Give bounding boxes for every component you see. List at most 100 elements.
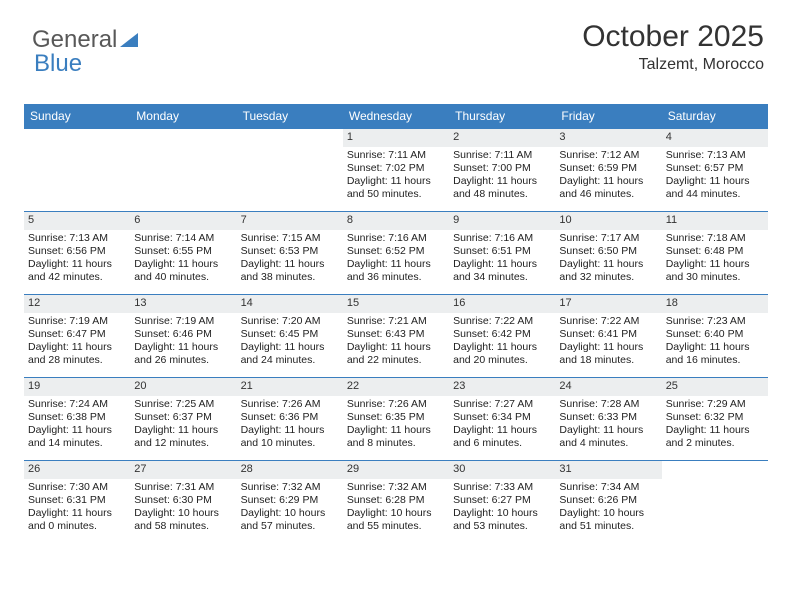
day-number: 24: [555, 378, 661, 396]
day-body: Sunrise: 7:31 AMSunset: 6:30 PMDaylight:…: [130, 479, 236, 538]
day-number: 21: [237, 378, 343, 396]
day-body: Sunrise: 7:13 AMSunset: 6:57 PMDaylight:…: [662, 147, 768, 206]
weekday-header: Friday: [555, 104, 661, 128]
day-cell: 25Sunrise: 7:29 AMSunset: 6:32 PMDayligh…: [662, 378, 768, 460]
day-body: Sunrise: 7:32 AMSunset: 6:29 PMDaylight:…: [237, 479, 343, 538]
daylight-line: Daylight: 10 hours and 58 minutes.: [134, 507, 232, 533]
sunrise-line: Sunrise: 7:22 AM: [559, 315, 657, 328]
day-body: Sunrise: 7:29 AMSunset: 6:32 PMDaylight:…: [662, 396, 768, 455]
daylight-line: Daylight: 11 hours and 12 minutes.: [134, 424, 232, 450]
daylight-line: Daylight: 11 hours and 18 minutes.: [559, 341, 657, 367]
day-number: 22: [343, 378, 449, 396]
daylight-line: Daylight: 11 hours and 44 minutes.: [666, 175, 764, 201]
day-cell: 26Sunrise: 7:30 AMSunset: 6:31 PMDayligh…: [24, 461, 130, 543]
daylight-line: Daylight: 11 hours and 14 minutes.: [28, 424, 126, 450]
daylight-line: Daylight: 11 hours and 22 minutes.: [347, 341, 445, 367]
logo-text-2: Blue: [34, 50, 82, 78]
day-body: Sunrise: 7:18 AMSunset: 6:48 PMDaylight:…: [662, 230, 768, 289]
week-row: 1Sunrise: 7:11 AMSunset: 7:02 PMDaylight…: [24, 128, 768, 211]
sunset-line: Sunset: 6:28 PM: [347, 494, 445, 507]
sunset-line: Sunset: 6:50 PM: [559, 245, 657, 258]
sunrise-line: Sunrise: 7:23 AM: [666, 315, 764, 328]
day-cell: 8Sunrise: 7:16 AMSunset: 6:52 PMDaylight…: [343, 212, 449, 294]
sunrise-line: Sunrise: 7:13 AM: [666, 149, 764, 162]
day-cell: 31Sunrise: 7:34 AMSunset: 6:26 PMDayligh…: [555, 461, 661, 543]
day-body: Sunrise: 7:22 AMSunset: 6:42 PMDaylight:…: [449, 313, 555, 372]
daylight-line: Daylight: 11 hours and 28 minutes.: [28, 341, 126, 367]
day-cell: 27Sunrise: 7:31 AMSunset: 6:30 PMDayligh…: [130, 461, 236, 543]
day-body: Sunrise: 7:19 AMSunset: 6:46 PMDaylight:…: [130, 313, 236, 372]
daylight-line: Daylight: 11 hours and 4 minutes.: [559, 424, 657, 450]
sunrise-line: Sunrise: 7:19 AM: [28, 315, 126, 328]
empty-day-cell: [662, 461, 768, 543]
day-body: Sunrise: 7:15 AMSunset: 6:53 PMDaylight:…: [237, 230, 343, 289]
day-body: Sunrise: 7:32 AMSunset: 6:28 PMDaylight:…: [343, 479, 449, 538]
week-row: 12Sunrise: 7:19 AMSunset: 6:47 PMDayligh…: [24, 294, 768, 377]
daylight-line: Daylight: 11 hours and 2 minutes.: [666, 424, 764, 450]
day-number: 13: [130, 295, 236, 313]
day-body: Sunrise: 7:22 AMSunset: 6:41 PMDaylight:…: [555, 313, 661, 372]
day-body: Sunrise: 7:17 AMSunset: 6:50 PMDaylight:…: [555, 230, 661, 289]
day-number: 27: [130, 461, 236, 479]
daylight-line: Daylight: 11 hours and 20 minutes.: [453, 341, 551, 367]
day-cell: 5Sunrise: 7:13 AMSunset: 6:56 PMDaylight…: [24, 212, 130, 294]
daylight-line: Daylight: 11 hours and 40 minutes.: [134, 258, 232, 284]
day-cell: 21Sunrise: 7:26 AMSunset: 6:36 PMDayligh…: [237, 378, 343, 460]
day-cell: 22Sunrise: 7:26 AMSunset: 6:35 PMDayligh…: [343, 378, 449, 460]
sunset-line: Sunset: 6:56 PM: [28, 245, 126, 258]
sunset-line: Sunset: 6:53 PM: [241, 245, 339, 258]
day-number: 29: [343, 461, 449, 479]
day-number: 20: [130, 378, 236, 396]
day-cell: 16Sunrise: 7:22 AMSunset: 6:42 PMDayligh…: [449, 295, 555, 377]
day-body: Sunrise: 7:12 AMSunset: 6:59 PMDaylight:…: [555, 147, 661, 206]
day-cell: 15Sunrise: 7:21 AMSunset: 6:43 PMDayligh…: [343, 295, 449, 377]
header-right: October 2025 Talzemt, Morocco: [582, 20, 764, 74]
day-number: 16: [449, 295, 555, 313]
day-body: Sunrise: 7:23 AMSunset: 6:40 PMDaylight:…: [662, 313, 768, 372]
sunset-line: Sunset: 6:27 PM: [453, 494, 551, 507]
daylight-line: Daylight: 11 hours and 8 minutes.: [347, 424, 445, 450]
day-number: 17: [555, 295, 661, 313]
day-cell: 1Sunrise: 7:11 AMSunset: 7:02 PMDaylight…: [343, 129, 449, 211]
daylight-line: Daylight: 11 hours and 30 minutes.: [666, 258, 764, 284]
sunset-line: Sunset: 6:32 PM: [666, 411, 764, 424]
daylight-line: Daylight: 11 hours and 24 minutes.: [241, 341, 339, 367]
sunset-line: Sunset: 7:00 PM: [453, 162, 551, 175]
sunset-line: Sunset: 6:34 PM: [453, 411, 551, 424]
day-cell: 20Sunrise: 7:25 AMSunset: 6:37 PMDayligh…: [130, 378, 236, 460]
day-number: 18: [662, 295, 768, 313]
daylight-line: Daylight: 11 hours and 38 minutes.: [241, 258, 339, 284]
sunset-line: Sunset: 6:45 PM: [241, 328, 339, 341]
empty-day-cell: [130, 129, 236, 211]
day-body: Sunrise: 7:24 AMSunset: 6:38 PMDaylight:…: [24, 396, 130, 455]
day-body: Sunrise: 7:26 AMSunset: 6:36 PMDaylight:…: [237, 396, 343, 455]
day-number: 26: [24, 461, 130, 479]
day-body: Sunrise: 7:30 AMSunset: 6:31 PMDaylight:…: [24, 479, 130, 538]
daylight-line: Daylight: 11 hours and 32 minutes.: [559, 258, 657, 284]
day-number: 3: [555, 129, 661, 147]
empty-day-cell: [237, 129, 343, 211]
sunset-line: Sunset: 6:55 PM: [134, 245, 232, 258]
day-number: 7: [237, 212, 343, 230]
day-number: 23: [449, 378, 555, 396]
day-number: 11: [662, 212, 768, 230]
weekday-header: Saturday: [662, 104, 768, 128]
sunset-line: Sunset: 6:57 PM: [666, 162, 764, 175]
sunrise-line: Sunrise: 7:26 AM: [241, 398, 339, 411]
day-number: 1: [343, 129, 449, 147]
day-cell: 17Sunrise: 7:22 AMSunset: 6:41 PMDayligh…: [555, 295, 661, 377]
day-body: Sunrise: 7:19 AMSunset: 6:47 PMDaylight:…: [24, 313, 130, 372]
week-row: 5Sunrise: 7:13 AMSunset: 6:56 PMDaylight…: [24, 211, 768, 294]
calendar-grid: SundayMondayTuesdayWednesdayThursdayFrid…: [24, 104, 768, 543]
day-cell: 18Sunrise: 7:23 AMSunset: 6:40 PMDayligh…: [662, 295, 768, 377]
daylight-line: Daylight: 11 hours and 50 minutes.: [347, 175, 445, 201]
day-body: Sunrise: 7:11 AMSunset: 7:02 PMDaylight:…: [343, 147, 449, 206]
sunset-line: Sunset: 6:38 PM: [28, 411, 126, 424]
day-cell: 23Sunrise: 7:27 AMSunset: 6:34 PMDayligh…: [449, 378, 555, 460]
weekday-header-row: SundayMondayTuesdayWednesdayThursdayFrid…: [24, 104, 768, 128]
daylight-line: Daylight: 11 hours and 6 minutes.: [453, 424, 551, 450]
daylight-line: Daylight: 11 hours and 26 minutes.: [134, 341, 232, 367]
day-cell: 13Sunrise: 7:19 AMSunset: 6:46 PMDayligh…: [130, 295, 236, 377]
empty-day-cell: [24, 129, 130, 211]
sunrise-line: Sunrise: 7:16 AM: [453, 232, 551, 245]
